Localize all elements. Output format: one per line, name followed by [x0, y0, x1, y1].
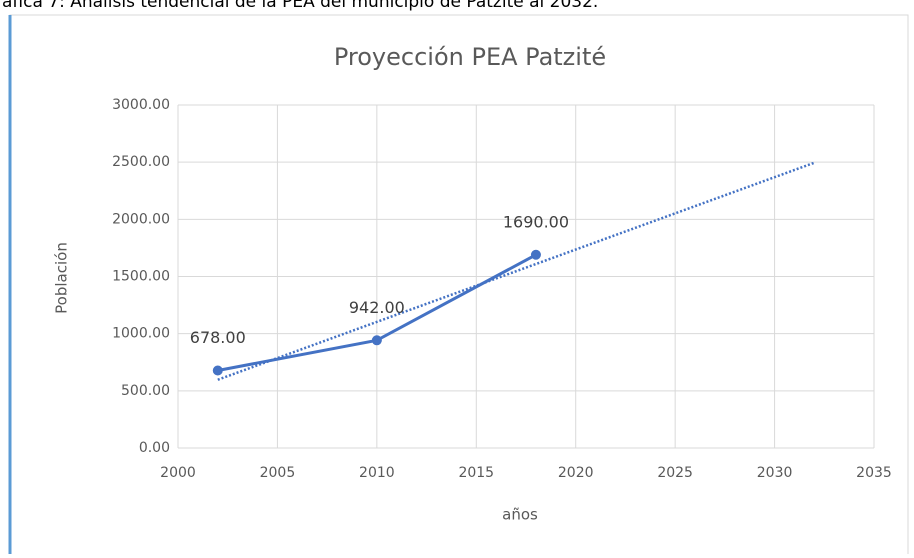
x-tick-label: 2000	[160, 465, 196, 481]
point	[212, 365, 223, 376]
data-label: 678.00	[190, 328, 246, 347]
trendline	[217, 161, 815, 381]
x-axis-label: años	[502, 506, 538, 524]
x-tick-label: 2030	[757, 465, 793, 481]
y-axis-label: Población	[53, 242, 71, 314]
x-tick-label: 2020	[558, 465, 594, 481]
caption: áfica 7: Análisis tendencial de la PEA d…	[2, 0, 598, 12]
y-tick-label: 2500.00	[112, 154, 170, 170]
y-tick-label: 0.00	[139, 440, 170, 456]
data-label: 1690.00	[503, 212, 569, 231]
x-tick-label: 2035	[856, 465, 892, 481]
y-tick-label: 1000.00	[112, 326, 170, 342]
point	[530, 249, 541, 260]
y-tick-label: 2000.00	[112, 211, 170, 227]
x-tick-label: 2015	[458, 465, 494, 481]
chart-title: Proyección PEA Patzité	[334, 43, 606, 71]
data-label: 942.00	[349, 298, 405, 317]
x-tick-label: 2025	[657, 465, 693, 481]
y-tick-label: 3000.00	[112, 97, 170, 113]
y-tick-label: 1500.00	[112, 269, 170, 285]
x-tick-label: 2005	[260, 465, 296, 481]
x-tick-label: 2010	[359, 465, 395, 481]
y-tick-label: 500.00	[121, 383, 170, 399]
point	[371, 335, 382, 346]
